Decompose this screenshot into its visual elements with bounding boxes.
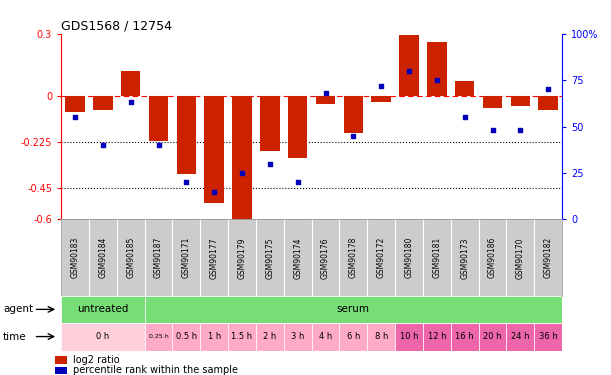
Bar <box>395 322 423 351</box>
Text: GSM90185: GSM90185 <box>126 237 135 279</box>
Bar <box>316 96 335 104</box>
Text: GSM90172: GSM90172 <box>377 237 386 279</box>
Bar <box>343 96 363 133</box>
Text: GSM90177: GSM90177 <box>210 237 219 279</box>
Point <box>516 127 525 133</box>
Text: GSM90179: GSM90179 <box>238 237 246 279</box>
Text: 20 h: 20 h <box>483 332 502 341</box>
Bar <box>288 96 307 158</box>
Text: agent: agent <box>3 304 33 314</box>
Bar <box>423 322 451 351</box>
Text: untreated: untreated <box>77 304 128 314</box>
Text: GDS1568 / 12754: GDS1568 / 12754 <box>61 20 172 33</box>
Text: GSM90181: GSM90181 <box>433 237 441 278</box>
Bar <box>149 96 168 141</box>
Bar <box>534 322 562 351</box>
Text: GSM90183: GSM90183 <box>70 237 79 279</box>
Text: 1.5 h: 1.5 h <box>232 332 252 341</box>
Bar <box>200 322 228 351</box>
Point <box>265 161 275 167</box>
Bar <box>177 96 196 174</box>
Text: GSM90175: GSM90175 <box>265 237 274 279</box>
Text: 6 h: 6 h <box>346 332 360 341</box>
Bar <box>61 322 145 351</box>
Point <box>404 68 414 74</box>
Text: GSM90171: GSM90171 <box>182 237 191 279</box>
Text: GSM90182: GSM90182 <box>544 237 553 278</box>
Bar <box>145 296 562 322</box>
Point <box>376 83 386 89</box>
Point <box>98 142 108 148</box>
Text: GSM90176: GSM90176 <box>321 237 330 279</box>
Bar <box>507 322 534 351</box>
Bar <box>205 96 224 203</box>
Bar <box>427 42 447 96</box>
Bar <box>65 96 85 112</box>
Text: GSM90173: GSM90173 <box>460 237 469 279</box>
Bar <box>172 322 200 351</box>
Text: GSM90187: GSM90187 <box>154 237 163 279</box>
Bar <box>121 71 141 96</box>
Bar <box>260 96 280 152</box>
Bar <box>538 96 558 110</box>
Point <box>460 114 470 120</box>
Text: percentile rank within the sample: percentile rank within the sample <box>73 366 238 375</box>
Text: serum: serum <box>337 304 370 314</box>
Point <box>293 179 302 185</box>
Point <box>126 99 136 105</box>
Bar <box>55 356 67 364</box>
Text: GSM90174: GSM90174 <box>293 237 302 279</box>
Bar <box>340 322 367 351</box>
Point <box>237 170 247 176</box>
Text: GSM90180: GSM90180 <box>404 237 414 279</box>
Bar <box>367 322 395 351</box>
Bar <box>55 367 67 374</box>
Text: log2 ratio: log2 ratio <box>73 355 120 365</box>
Bar <box>483 96 502 108</box>
Bar <box>478 322 507 351</box>
Bar <box>455 81 474 96</box>
Bar <box>145 322 172 351</box>
Point <box>348 133 358 139</box>
Text: 3 h: 3 h <box>291 332 304 341</box>
Text: 16 h: 16 h <box>455 332 474 341</box>
Text: GSM90178: GSM90178 <box>349 237 358 279</box>
Text: GSM90184: GSM90184 <box>98 237 108 279</box>
Text: time: time <box>3 332 27 342</box>
Text: 24 h: 24 h <box>511 332 530 341</box>
Bar <box>93 96 112 110</box>
Text: 10 h: 10 h <box>400 332 419 341</box>
Point <box>181 179 191 185</box>
Bar <box>228 322 256 351</box>
Text: 1 h: 1 h <box>208 332 221 341</box>
Bar <box>256 322 284 351</box>
Point <box>488 127 497 133</box>
Point <box>153 142 163 148</box>
Bar <box>451 322 478 351</box>
Bar <box>371 96 391 102</box>
Text: 0 h: 0 h <box>96 332 109 341</box>
Point <box>432 77 442 83</box>
Text: 36 h: 36 h <box>539 332 558 341</box>
Bar <box>400 35 419 96</box>
Point <box>321 90 331 96</box>
Text: 2 h: 2 h <box>263 332 277 341</box>
Text: 0.25 h: 0.25 h <box>148 334 169 339</box>
Point <box>210 189 219 195</box>
Point <box>543 87 553 93</box>
Bar <box>511 96 530 106</box>
Text: 0.5 h: 0.5 h <box>176 332 197 341</box>
Text: GSM90186: GSM90186 <box>488 237 497 279</box>
Bar <box>312 322 340 351</box>
Bar <box>232 96 252 219</box>
Bar <box>61 296 145 322</box>
Text: 12 h: 12 h <box>428 332 446 341</box>
Bar <box>284 322 312 351</box>
Point <box>70 114 80 120</box>
Text: 8 h: 8 h <box>375 332 388 341</box>
Text: GSM90170: GSM90170 <box>516 237 525 279</box>
Text: 4 h: 4 h <box>319 332 332 341</box>
